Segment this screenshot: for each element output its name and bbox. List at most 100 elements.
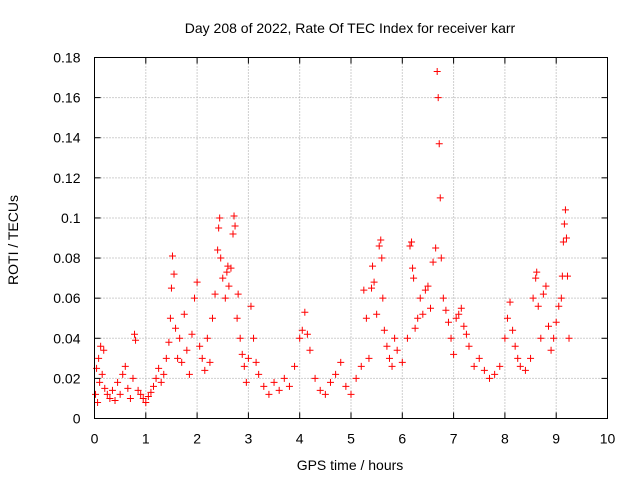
data-point xyxy=(557,294,565,302)
data-point xyxy=(509,326,517,334)
data-point xyxy=(470,362,478,370)
data-point xyxy=(236,334,244,342)
data-point xyxy=(391,334,399,342)
data-point xyxy=(270,378,278,386)
data-point xyxy=(242,378,250,386)
data-point xyxy=(480,366,488,374)
data-point xyxy=(311,374,319,382)
data-point xyxy=(429,258,437,266)
x-tick-label: 7 xyxy=(450,431,458,447)
data-point xyxy=(203,334,211,342)
data-point xyxy=(491,370,499,378)
data-point xyxy=(126,394,134,402)
data-point xyxy=(369,262,377,270)
data-point xyxy=(147,388,155,396)
data-point xyxy=(342,382,350,390)
data-point xyxy=(532,274,540,282)
data-point xyxy=(562,234,570,242)
data-point xyxy=(114,378,122,386)
data-point xyxy=(229,230,237,238)
y-tick-label: 0.12 xyxy=(53,170,80,186)
data-point xyxy=(527,354,535,362)
data-point xyxy=(174,354,182,362)
data-point xyxy=(414,314,422,322)
data-point xyxy=(97,342,105,350)
y-tick-label: 0.1 xyxy=(61,210,81,226)
data-point xyxy=(142,398,150,406)
data-point xyxy=(529,294,537,302)
data-point xyxy=(370,278,378,286)
data-point xyxy=(124,384,132,392)
data-point xyxy=(347,390,355,398)
data-point xyxy=(486,374,494,382)
data-point xyxy=(427,304,435,312)
y-tick-label: 0.16 xyxy=(53,90,80,106)
data-point xyxy=(198,354,206,362)
data-point xyxy=(321,390,329,398)
data-point xyxy=(108,386,116,394)
data-point xyxy=(419,310,427,318)
y-tick-label: 0.06 xyxy=(53,290,80,306)
chart-title: Day 208 of 2022, Rate Of TEC Index for r… xyxy=(185,20,516,36)
data-point xyxy=(442,306,450,314)
data-point xyxy=(178,358,186,366)
data-point xyxy=(252,358,260,366)
y-axis-title: ROTI / TECUs xyxy=(5,195,21,285)
data-point xyxy=(550,334,558,342)
data-point xyxy=(137,390,145,398)
data-point xyxy=(238,350,246,358)
points-layer xyxy=(92,68,573,406)
data-point xyxy=(393,346,401,354)
data-point xyxy=(547,346,555,354)
x-tick-label: 5 xyxy=(347,431,355,447)
data-point xyxy=(234,290,242,298)
data-point xyxy=(383,342,391,350)
data-point xyxy=(176,334,184,342)
data-point xyxy=(561,206,569,214)
data-point xyxy=(444,318,452,326)
data-point xyxy=(170,270,178,278)
data-point xyxy=(433,68,441,76)
data-point xyxy=(365,354,373,362)
data-point xyxy=(362,314,370,322)
x-tick-label: 10 xyxy=(600,431,616,447)
data-point xyxy=(447,334,455,342)
data-point xyxy=(357,362,365,370)
data-point xyxy=(149,382,157,390)
data-point xyxy=(506,298,514,306)
data-point xyxy=(552,318,560,326)
data-point xyxy=(106,394,114,402)
data-point xyxy=(196,342,204,350)
x-tick-label: 9 xyxy=(552,431,560,447)
data-point xyxy=(378,254,386,262)
x-tick-label: 4 xyxy=(296,431,304,447)
data-point xyxy=(231,222,239,230)
y-tick-label: 0.08 xyxy=(53,250,80,266)
data-point xyxy=(227,264,235,272)
data-point xyxy=(380,326,388,334)
data-point xyxy=(368,284,376,292)
data-point xyxy=(121,362,129,370)
data-point xyxy=(152,374,160,382)
data-point xyxy=(185,370,193,378)
data-point xyxy=(408,238,416,246)
data-point xyxy=(439,294,447,302)
data-point xyxy=(219,274,227,282)
data-point xyxy=(337,358,345,366)
data-point xyxy=(432,244,440,252)
data-point xyxy=(411,324,419,332)
data-point xyxy=(534,302,542,310)
data-point xyxy=(119,370,127,378)
y-tick-label: 0.02 xyxy=(53,370,80,386)
data-point xyxy=(280,374,288,382)
y-tick-label: 0.04 xyxy=(53,330,80,346)
data-point xyxy=(285,382,293,390)
data-point xyxy=(416,294,424,302)
ticks-layer: 0 1 2 3 4 5 6 7 8 9 10 0 0.02 0.04 0.06 0.08 0.1 0.12 0.14… xyxy=(53,50,615,447)
data-point xyxy=(144,392,152,400)
y-tick-label: 0.18 xyxy=(53,50,80,66)
x-tick-label: 1 xyxy=(142,431,150,447)
data-point xyxy=(240,362,248,370)
data-point xyxy=(223,268,231,276)
data-point xyxy=(379,294,387,302)
